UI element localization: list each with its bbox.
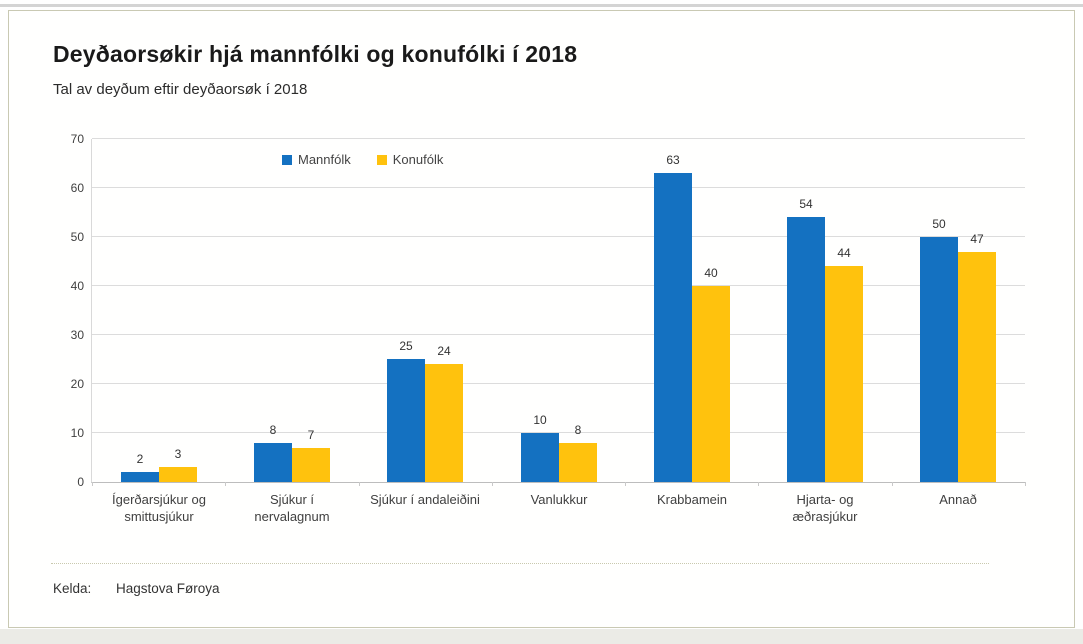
legend-swatch-icon — [282, 154, 292, 165]
bar-value-label: 8 — [574, 423, 582, 437]
x-axis-tick — [1025, 482, 1026, 486]
y-tick-label: 20 — [70, 377, 84, 391]
x-axis-tick — [892, 482, 893, 486]
bar-value-label: 54 — [799, 197, 813, 211]
bar-value-label: 44 — [837, 246, 851, 260]
legend-item-konufólk[interactable]: Konufólk — [376, 152, 444, 167]
bar-value-label: 47 — [970, 232, 984, 246]
y-tick-label: 10 — [70, 426, 84, 440]
bar-konufólk-5 — [825, 266, 863, 482]
bar-konufólk-1 — [292, 448, 330, 482]
x-tick-label: Vanlukkur — [530, 492, 588, 507]
bar-konufólk-6 — [958, 252, 996, 482]
bar-konufólk-0 — [159, 467, 197, 482]
x-axis-tick — [359, 482, 360, 486]
y-tick-label: 0 — [77, 475, 84, 489]
x-tick-label: Krabbamein — [656, 492, 728, 507]
source-label: Kelda: — [53, 581, 92, 596]
x-axis-tick — [225, 482, 226, 486]
bar-mannfólk-1 — [254, 443, 292, 482]
bar-value-label: 8 — [269, 423, 277, 437]
source-value: Hagstova Føroya — [116, 581, 220, 596]
x-axis-tick — [492, 482, 493, 486]
bar-mannfólk-4 — [654, 173, 692, 482]
x-tick-label: Sjúkur í nervalagnum — [254, 492, 330, 524]
gridline — [92, 383, 1025, 384]
gridline — [92, 138, 1025, 139]
x-tick-label: Hjarta- og æðrasjúkur — [792, 492, 858, 524]
legend-label: Mannfólk — [298, 152, 351, 167]
bar-value-label: 2 — [136, 452, 144, 466]
gridline — [92, 187, 1025, 188]
y-tick-label: 30 — [70, 328, 84, 342]
bar-mannfólk-2 — [387, 359, 425, 482]
chart-panel: Deyðaorsøkir hjá mannfólki og konufólki … — [8, 10, 1075, 628]
legend-label: Konufólk — [392, 152, 444, 167]
chart-title: Deyðaorsøkir hjá mannfólki og konufólki … — [53, 41, 578, 67]
bar-mannfólk-0 — [121, 472, 159, 482]
bar-value-label: 63 — [666, 153, 680, 167]
bar-mannfólk-3 — [521, 433, 559, 482]
legend-item-mannfólk[interactable]: Mannfólk — [282, 152, 351, 167]
gridline — [92, 236, 1025, 237]
bar-value-label: 24 — [437, 344, 451, 358]
page-bottom-strip — [0, 629, 1083, 644]
bar-konufólk-4 — [692, 286, 730, 482]
footer-divider — [51, 563, 989, 564]
bar-value-label: 10 — [533, 413, 547, 427]
y-tick-label: 40 — [70, 279, 84, 293]
bar-mannfólk-5 — [787, 217, 825, 482]
x-tick-label: Annað — [939, 492, 977, 507]
legend-swatch-icon — [376, 154, 387, 165]
bar-value-label: 25 — [399, 339, 413, 353]
bar-value-label: 40 — [704, 266, 718, 280]
x-tick-label: Sjúkur í andaleiðini — [370, 492, 480, 507]
bar-value-label: 7 — [307, 428, 315, 442]
plot-area: Mannfólk Konufólk 0 10 20 30 40 50 60 70 2 3 Ígerða… — [71, 132, 1026, 524]
bar-value-label: 50 — [932, 217, 946, 231]
x-axis-tick — [625, 482, 626, 486]
y-tick-label: 60 — [70, 181, 84, 195]
bar-value-label: 3 — [174, 447, 182, 461]
x-tick-label: Ígerðarsjúkur og smittusjúkur — [112, 492, 206, 524]
y-tick-label: 50 — [70, 230, 84, 244]
x-axis-tick — [92, 482, 93, 486]
gridline — [92, 334, 1025, 335]
bar-mannfólk-6 — [920, 237, 958, 482]
bar-konufólk-2 — [425, 364, 463, 482]
chart-legend: Mannfólk Konufólk — [282, 152, 443, 167]
bar-konufólk-3 — [559, 443, 597, 482]
gridline — [92, 285, 1025, 286]
y-tick-label: 70 — [70, 132, 84, 146]
gridline — [92, 432, 1025, 433]
chart-subtitle: Tal av deyðum eftir deyðaorsøk í 2018 — [53, 81, 308, 98]
source-line: Kelda: Hagstova Føroya — [53, 581, 220, 596]
page-top-divider — [0, 4, 1083, 7]
x-axis-tick — [758, 482, 759, 486]
